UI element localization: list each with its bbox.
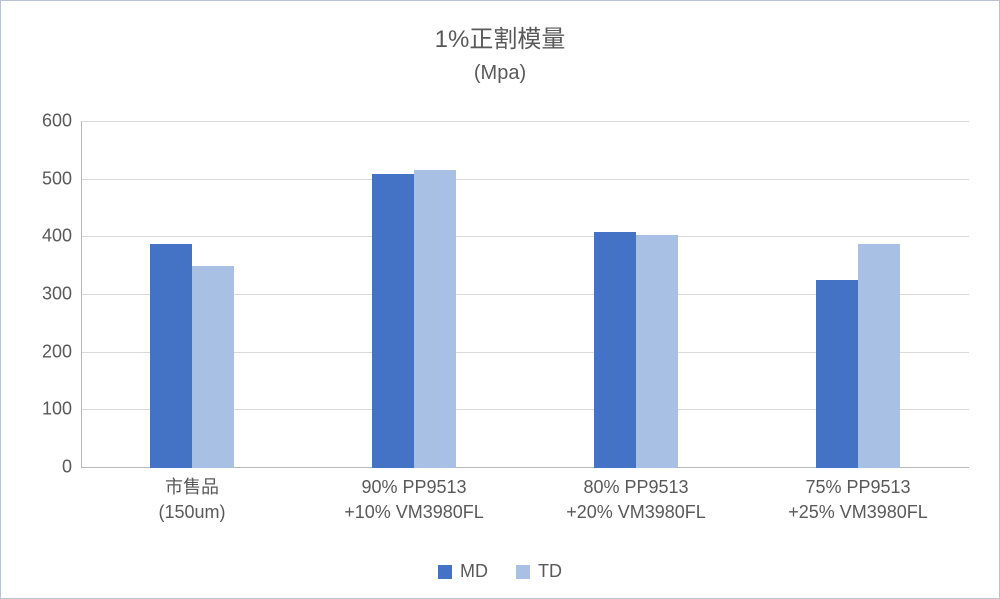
- legend-swatch-icon: [438, 565, 452, 579]
- x-tick-label: 市售品 (150um): [81, 475, 303, 524]
- legend-swatch-icon: [516, 565, 530, 579]
- chart-subtitle: (Mpa): [15, 62, 985, 85]
- bar-md: [150, 244, 192, 468]
- bar-md: [594, 232, 636, 468]
- y-tick-label: 100: [42, 399, 72, 420]
- legend: MD TD: [1, 561, 999, 582]
- y-tick-label: 0: [62, 457, 72, 478]
- bar-group: [525, 121, 747, 468]
- y-tick-label: 500: [42, 168, 72, 189]
- x-tick-label: 75% PP9513 +25% VM3980FL: [747, 475, 969, 524]
- y-tick-label: 400: [42, 226, 72, 247]
- chart-container: 1%正割模量 (Mpa) 0100200300400500600 市售品 (15…: [0, 0, 1000, 599]
- bar-td: [192, 266, 234, 468]
- bar-group: [303, 121, 525, 468]
- legend-item-td: TD: [516, 561, 562, 582]
- bar-td: [414, 170, 456, 468]
- y-tick-label: 200: [42, 341, 72, 362]
- x-tick-label: 80% PP9513 +20% VM3980FL: [525, 475, 747, 524]
- x-axis-labels: 市售品 (150um)90% PP9513 +10% VM3980FL80% P…: [81, 475, 969, 524]
- chart-title: 1%正割模量: [15, 19, 985, 54]
- bar-md: [372, 174, 414, 468]
- bar-td: [858, 244, 900, 468]
- bar-md: [816, 280, 858, 468]
- bar-td: [636, 235, 678, 468]
- y-tick-label: 300: [42, 284, 72, 305]
- legend-label: TD: [538, 561, 562, 582]
- bar-group: [747, 121, 969, 468]
- y-tick-label: 600: [42, 111, 72, 132]
- bar-group: [81, 121, 303, 468]
- plot-area: 0100200300400500600: [81, 121, 969, 468]
- x-tick-label: 90% PP9513 +10% VM3980FL: [303, 475, 525, 524]
- legend-label: MD: [460, 561, 488, 582]
- legend-item-md: MD: [438, 561, 488, 582]
